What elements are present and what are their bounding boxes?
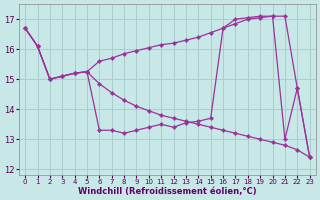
X-axis label: Windchill (Refroidissement éolien,°C): Windchill (Refroidissement éolien,°C): [78, 187, 257, 196]
